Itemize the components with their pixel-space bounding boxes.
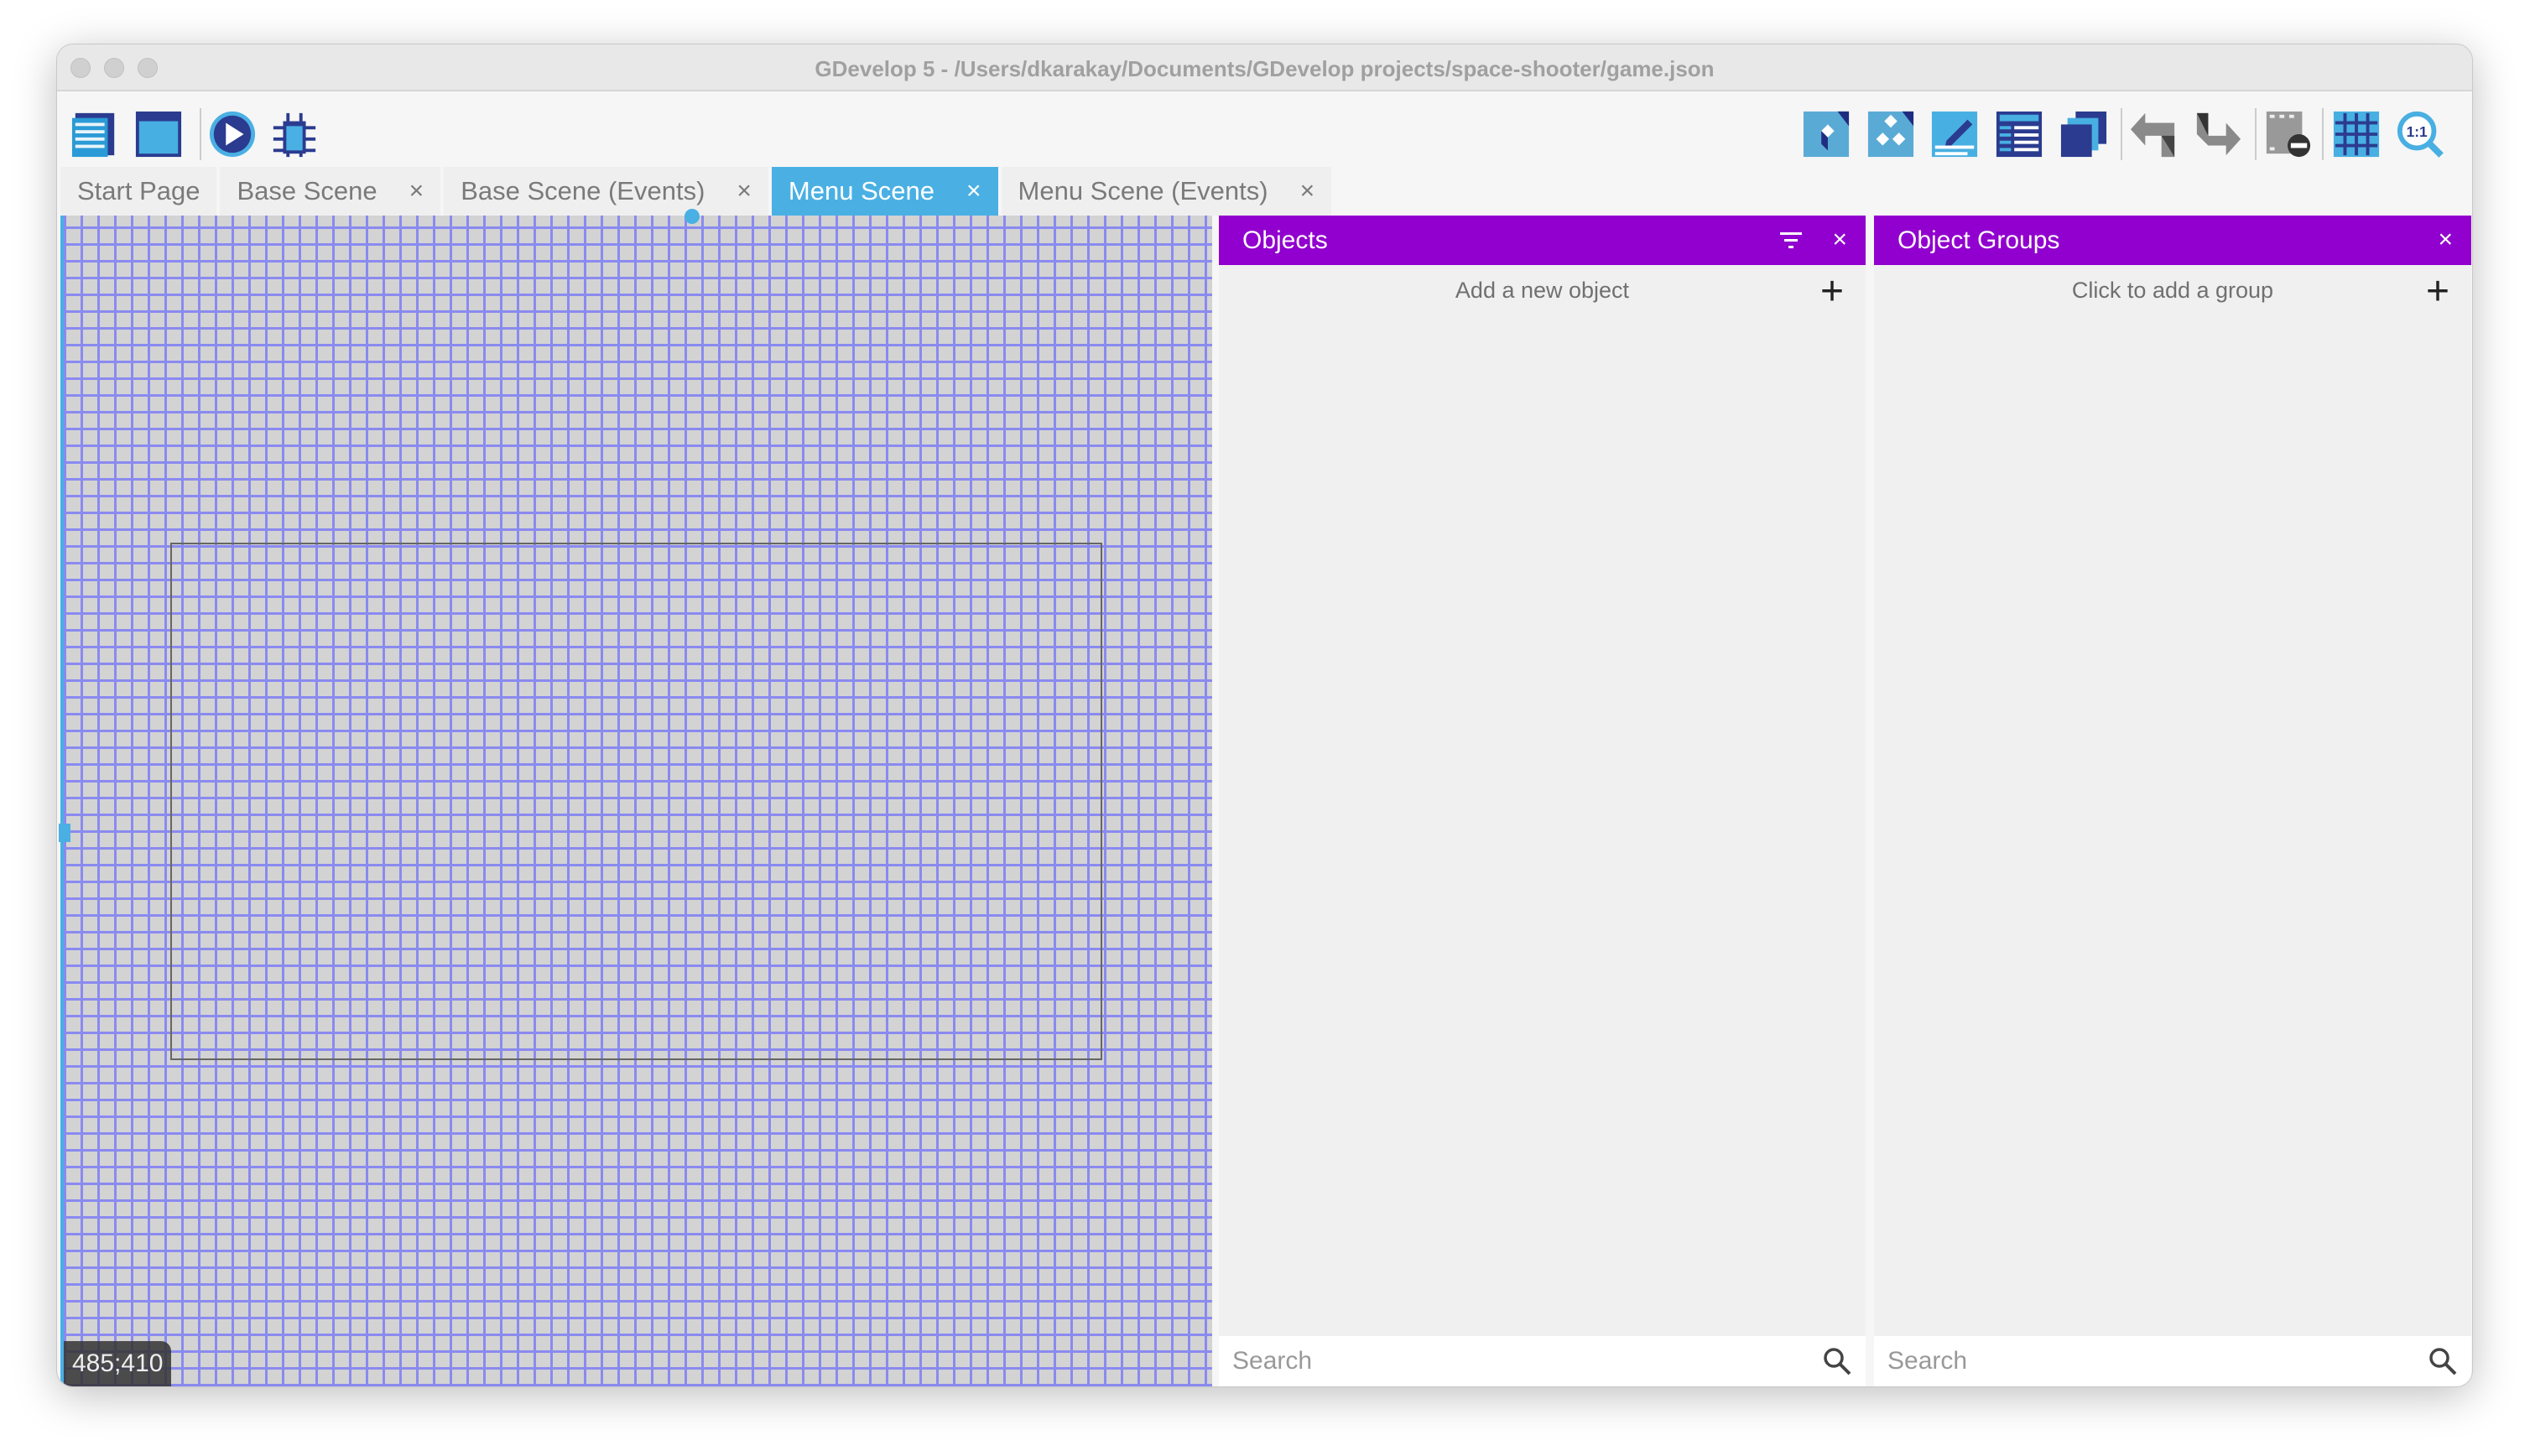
close-window-button[interactable] xyxy=(70,58,91,78)
search-placeholder: Search xyxy=(1887,1347,1968,1375)
tab-base-scene-events[interactable]: Base Scene (Events) × xyxy=(444,167,768,216)
tab-label: Start Page xyxy=(77,176,200,205)
object-groups-panel-header: Object Groups × xyxy=(1874,216,2471,265)
groups-search-input[interactable]: Search xyxy=(1874,1336,2471,1386)
add-object-label: Add a new object xyxy=(1455,277,1630,303)
properties-edit-icon[interactable] xyxy=(1930,110,1979,159)
undo-icon[interactable] xyxy=(2129,110,2178,159)
object-groups-panel: Object Groups × Click to add a group + Se… xyxy=(1874,216,2471,1386)
add-group-row[interactable]: Click to add a group + xyxy=(1874,265,2471,315)
preview-play-icon[interactable] xyxy=(208,110,257,159)
delete-selection-icon[interactable] xyxy=(2263,110,2312,159)
search-placeholder: Search xyxy=(1232,1347,1313,1375)
tab-menu-scene[interactable]: Menu Scene × xyxy=(771,167,998,216)
game-window-bounds xyxy=(170,543,1102,1060)
window-title: GDevelop 5 - /Users/dkarakay/Documents/G… xyxy=(815,56,1715,81)
filter-icon[interactable] xyxy=(1780,231,1803,249)
close-panel-icon[interactable]: × xyxy=(1832,226,1847,253)
close-tab-icon[interactable]: × xyxy=(409,177,424,205)
objects-panel: Objects × Add a new object + Search xyxy=(1219,216,1866,1386)
grid-icon[interactable] xyxy=(2332,110,2381,159)
editor-tabs: Start Page Base Scene × Base Scene (Event… xyxy=(60,167,1332,216)
cursor-coordinates: 485;410 xyxy=(64,1341,172,1386)
zoom-window-button[interactable] xyxy=(138,58,158,78)
minimize-window-button[interactable] xyxy=(104,58,124,78)
tab-label: Menu Scene (Events) xyxy=(1018,176,1268,205)
tab-label: Base Scene xyxy=(237,176,377,205)
toolbar: 1:1 xyxy=(57,91,2472,167)
add-object-row[interactable]: Add a new object + xyxy=(1219,265,1866,315)
objects-panel-header: Objects × xyxy=(1219,216,1866,265)
add-group-label: Click to add a group xyxy=(2071,277,2274,303)
redo-icon[interactable] xyxy=(2194,110,2242,159)
tab-base-scene[interactable]: Base Scene × xyxy=(220,167,441,216)
scene-canvas[interactable]: 485;410 xyxy=(59,209,1212,1386)
ruler-handle-left[interactable] xyxy=(59,824,70,842)
tab-start-page[interactable]: Start Page xyxy=(60,167,217,216)
ruler-handle-top[interactable] xyxy=(685,209,700,224)
title-bar: GDevelop 5 - /Users/dkarakay/Documents/G… xyxy=(57,44,2472,91)
svg-text:1:1: 1:1 xyxy=(2407,123,2428,140)
search-icon[interactable] xyxy=(1822,1346,1852,1376)
plus-icon[interactable]: + xyxy=(2425,269,2449,314)
panel-title: Object Groups xyxy=(1898,226,2060,254)
search-icon[interactable] xyxy=(2428,1346,2458,1376)
objects-search-input[interactable]: Search xyxy=(1219,1336,1866,1386)
tab-label: Base Scene (Events) xyxy=(461,176,705,205)
debugger-bug-icon[interactable] xyxy=(270,110,319,159)
window-controls xyxy=(70,58,158,78)
close-tab-icon[interactable]: × xyxy=(966,177,981,205)
object-icon[interactable] xyxy=(1802,110,1851,159)
panel-title: Objects xyxy=(1242,226,1328,254)
tab-menu-scene-events[interactable]: Menu Scene (Events) × xyxy=(1001,167,1332,216)
tab-label: Menu Scene xyxy=(788,176,934,205)
zoom-reset-icon[interactable]: 1:1 xyxy=(2396,110,2444,159)
project-manager-icon[interactable] xyxy=(70,110,119,159)
layers-list-icon[interactable] xyxy=(1995,110,2043,159)
close-tab-icon[interactable]: × xyxy=(737,177,752,205)
plus-icon[interactable]: + xyxy=(1819,269,1844,314)
object-groups-icon[interactable] xyxy=(1866,110,1915,159)
scene-icon[interactable] xyxy=(134,110,183,159)
instances-list-icon[interactable] xyxy=(2059,110,2108,159)
close-panel-icon[interactable]: × xyxy=(2438,226,2453,253)
close-tab-icon[interactable]: × xyxy=(1299,177,1315,205)
app-window: GDevelop 5 - /Users/dkarakay/Documents/G… xyxy=(56,44,2473,1387)
